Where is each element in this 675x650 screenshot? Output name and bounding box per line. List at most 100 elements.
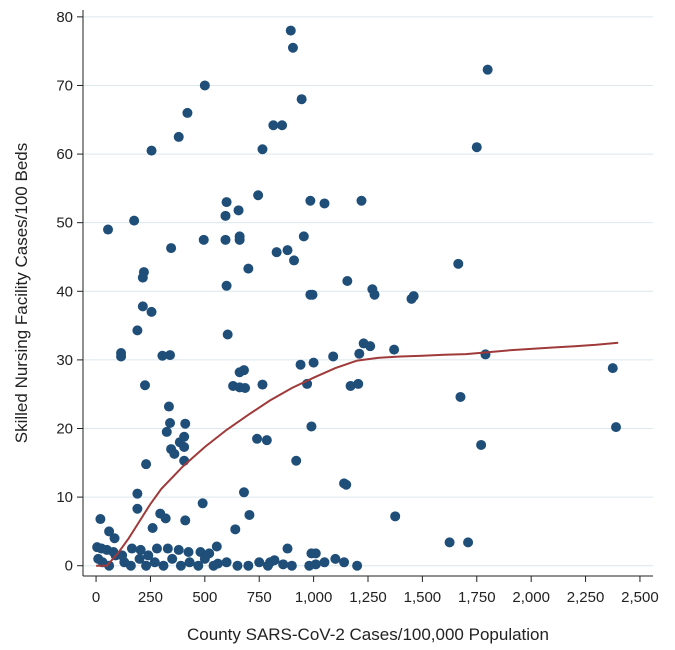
data-point [607, 363, 618, 374]
x-tick-label: 0 [92, 589, 100, 606]
x-axis-ticks: 0 250 500 750 1,000 1,250 1,500 1,750 2,000 2,250… [92, 576, 659, 606]
data-point [244, 509, 255, 520]
y-tick-label: 10 [56, 489, 73, 506]
data-point [295, 359, 306, 370]
x-tick-label: 2,500 [621, 589, 659, 606]
data-point [463, 537, 474, 548]
data-point [163, 401, 174, 412]
data-point [330, 553, 341, 564]
data-point [220, 234, 231, 245]
x-tick-label: 500 [192, 589, 217, 606]
data-point [257, 144, 268, 155]
x-tick-label: 1,250 [349, 589, 387, 606]
data-point [141, 459, 152, 470]
data-point [173, 131, 184, 142]
y-tick-label: 30 [56, 352, 73, 369]
x-tick-label: 2,250 [567, 589, 605, 606]
data-point [389, 344, 400, 355]
data-point [277, 120, 288, 131]
data-point [182, 107, 193, 118]
data-point [254, 557, 265, 568]
data-point [471, 142, 482, 153]
data-point [480, 349, 491, 360]
y-tick-label: 20 [56, 420, 73, 437]
data-point [126, 543, 137, 554]
data-point [173, 544, 184, 555]
data-point [221, 557, 232, 568]
y-tick-label: 40 [56, 283, 73, 300]
data-point [262, 560, 273, 571]
y-tick-label: 50 [56, 215, 73, 232]
data-point [180, 418, 191, 429]
data-point [354, 348, 365, 359]
data-point [476, 439, 487, 450]
data-point [611, 422, 622, 433]
data-point [253, 190, 264, 201]
data-point [175, 560, 186, 571]
data-point [240, 383, 251, 394]
data-point [278, 559, 289, 570]
y-tick-label: 80 [56, 9, 73, 26]
data-point [212, 558, 223, 569]
data-point [369, 289, 380, 300]
data-point [243, 560, 254, 571]
data-point [220, 210, 231, 221]
data-point [197, 498, 208, 509]
data-point [151, 543, 162, 554]
data-point [146, 306, 157, 317]
x-tick-label: 1,750 [458, 589, 496, 606]
x-tick-label: 250 [138, 589, 163, 606]
data-point [129, 215, 140, 226]
trend-line-group [96, 341, 619, 567]
data-point [134, 553, 145, 564]
data-point [193, 560, 204, 571]
data-point [147, 522, 158, 533]
data-point [132, 503, 143, 514]
data-point [184, 557, 195, 568]
data-point [453, 258, 464, 269]
data-point [158, 560, 169, 571]
data-point [306, 421, 317, 432]
data-point [232, 560, 243, 571]
data-point [132, 325, 143, 336]
data-point [289, 255, 300, 266]
data-point [198, 234, 209, 245]
x-tick-label: 1,000 [295, 589, 333, 606]
data-point [162, 543, 173, 554]
data-point [221, 197, 232, 208]
data-point [179, 442, 190, 453]
data-point [238, 487, 249, 498]
data-points [92, 25, 622, 571]
data-point [221, 280, 232, 291]
data-point [291, 455, 302, 466]
data-point [103, 224, 114, 235]
data-point [109, 533, 120, 544]
y-axis-label: Skilled Nursing Facility Cases/100 Beds [12, 143, 31, 443]
x-axis-label: County SARS-CoV-2 Cases/100,000 Populati… [187, 625, 549, 644]
data-point [167, 553, 178, 564]
data-point [406, 293, 417, 304]
y-axis-ticks: 0 10 20 30 40 50 60 70 80 [56, 9, 83, 575]
data-point [199, 80, 210, 91]
data-point [160, 513, 171, 524]
data-point [353, 378, 364, 389]
data-point [296, 94, 307, 105]
data-point [287, 42, 298, 53]
data-point [104, 560, 115, 571]
data-point [140, 380, 151, 391]
data-point [135, 544, 146, 555]
x-tick-label: 1,500 [404, 589, 442, 606]
trend-line [96, 341, 619, 567]
data-point [310, 559, 321, 570]
data-point [257, 379, 268, 390]
data-point [305, 195, 316, 206]
data-point [169, 448, 180, 459]
data-point [282, 543, 293, 554]
data-point [285, 25, 296, 36]
data-point [149, 557, 160, 568]
x-tick-label: 750 [247, 589, 272, 606]
data-point [230, 524, 241, 535]
data-point [308, 357, 319, 368]
data-point [342, 275, 353, 286]
